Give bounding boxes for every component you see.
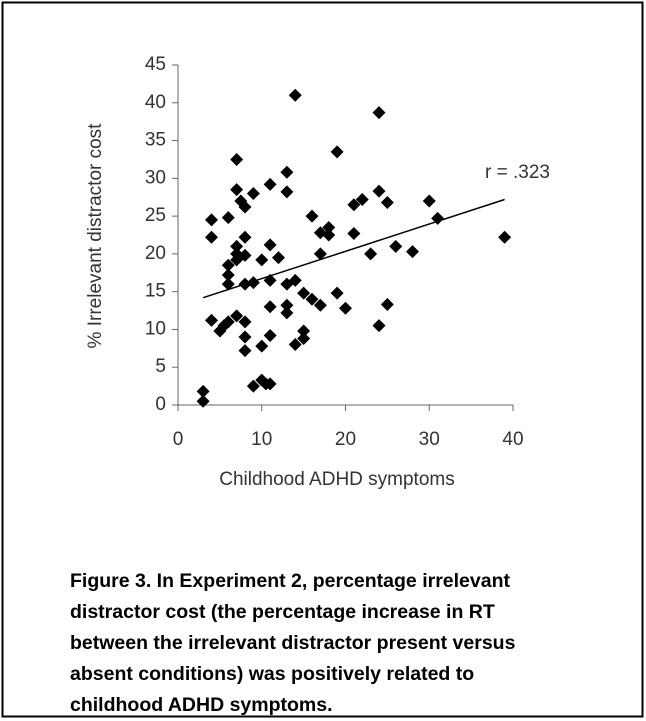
x-tick-label: 30: [419, 429, 440, 450]
point: [230, 309, 244, 323]
point: [380, 196, 394, 210]
point: [263, 177, 277, 191]
caption-line: absent conditions) was positively relate…: [70, 663, 475, 685]
point: [322, 228, 336, 242]
point: [330, 286, 344, 300]
y-tick-label: 35: [145, 130, 166, 151]
caption-line: distractor cost (the percentage increase…: [70, 601, 495, 623]
point: [263, 238, 277, 252]
point: [230, 183, 244, 197]
point: [238, 248, 252, 262]
point: [313, 298, 327, 312]
point: [372, 106, 386, 120]
point: [372, 319, 386, 333]
point: [246, 276, 260, 290]
point: [330, 145, 344, 159]
point: [196, 384, 210, 398]
point: [280, 306, 294, 320]
point: [305, 209, 319, 223]
point: [238, 315, 252, 329]
point: [221, 211, 235, 225]
point: [280, 298, 294, 312]
point: [280, 185, 294, 199]
point: [255, 253, 269, 267]
point: [406, 245, 419, 259]
point: [221, 258, 235, 272]
point: [297, 324, 311, 338]
point: [422, 194, 436, 208]
point: [322, 220, 336, 234]
point: [297, 332, 311, 346]
x-tick-label: 10: [251, 429, 272, 450]
point: [272, 251, 285, 265]
point: [205, 213, 218, 227]
point: [339, 301, 352, 315]
y-tick-label: 5: [155, 356, 166, 377]
x-tick-label: 40: [502, 429, 523, 450]
point: [230, 152, 244, 166]
y-axis-label: % Irrelevant distractor cost: [85, 123, 106, 349]
y-tick-label: 0: [155, 394, 166, 415]
y-tick-label: 10: [145, 318, 166, 339]
x-axis-label: Childhood ADHD symptoms: [219, 469, 454, 490]
y-tick-label: 15: [145, 281, 166, 302]
point: [205, 313, 218, 327]
y-tick-label: 20: [145, 243, 166, 264]
point: [347, 198, 361, 212]
point: [263, 273, 277, 287]
point: [238, 230, 252, 244]
x-tick-label: 20: [335, 429, 356, 450]
point: [205, 230, 218, 244]
point: [238, 344, 252, 358]
point: [221, 268, 235, 282]
point: [364, 247, 378, 261]
caption-line: childhood ADHD symptoms.: [70, 694, 333, 716]
caption: Figure 3. In Experiment 2, percentage ir…: [70, 566, 515, 721]
annotation: r = .323: [485, 162, 550, 183]
point: [389, 239, 403, 253]
point: [221, 277, 235, 291]
point: [305, 292, 319, 306]
point: [238, 330, 252, 344]
point: [230, 253, 244, 267]
y-tick-label: 40: [145, 92, 166, 113]
point: [313, 247, 327, 261]
point: [347, 226, 361, 240]
point: [372, 184, 386, 198]
point: [196, 394, 210, 408]
point: [263, 377, 277, 391]
point: [380, 298, 394, 312]
point: [288, 273, 302, 287]
point: [355, 192, 369, 206]
point: [230, 239, 244, 253]
y-tick-label: 25: [145, 205, 166, 226]
point: [246, 379, 260, 393]
x-tick-label: 0: [173, 429, 184, 450]
point: [263, 300, 277, 314]
point: [288, 338, 302, 352]
caption-line: Figure 3. In Experiment 2, percentage ir…: [70, 570, 510, 592]
point: [255, 339, 269, 353]
point: [246, 186, 260, 200]
y-tick-label: 45: [145, 54, 166, 75]
point: [431, 211, 445, 225]
y-tick-label: 30: [145, 167, 166, 188]
caption-line: between the irrelevant distractor presen…: [70, 632, 516, 654]
point: [238, 277, 252, 291]
point: [288, 88, 302, 102]
point: [263, 328, 277, 342]
point: [221, 315, 235, 329]
point: [297, 286, 311, 300]
point: [280, 165, 294, 179]
point: [498, 230, 512, 244]
point: [238, 200, 252, 214]
